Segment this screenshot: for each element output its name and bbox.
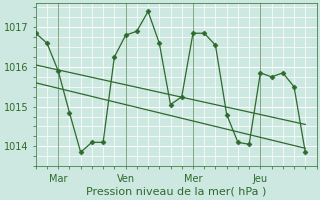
X-axis label: Pression niveau de la mer( hPa ): Pression niveau de la mer( hPa ): [86, 187, 266, 197]
